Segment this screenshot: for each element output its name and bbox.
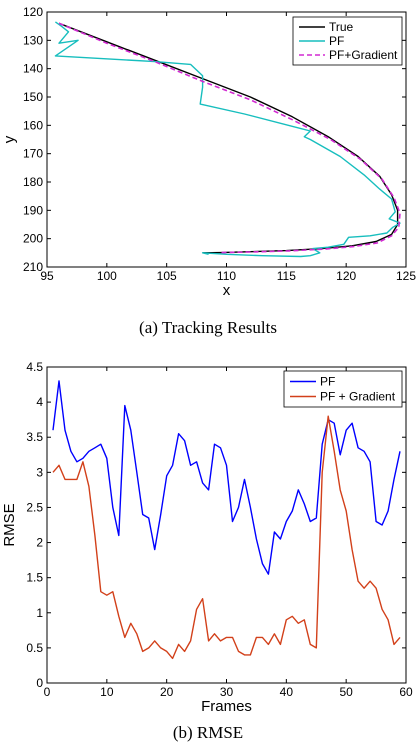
rmse-chart: 0 10 20 30 40 50 60 0 0.5 1 1.5 2 2.5 3 3.5 4 4.5 Frames… bbox=[1, 360, 413, 715]
rmse-y-tick-label: 1.5 bbox=[26, 571, 43, 585]
rmse-axes-frame bbox=[46, 366, 407, 684]
rmse-x-tick-label: 0 bbox=[44, 685, 51, 699]
tracking-y-tick-label: 180 bbox=[23, 175, 43, 189]
tracking-x-axis-label: x bbox=[223, 282, 231, 299]
rmse-x-tick-label: 40 bbox=[280, 685, 294, 699]
tracking-y-tick-label: 170 bbox=[23, 147, 43, 161]
tracking-x-tick-label: 110 bbox=[217, 269, 236, 283]
tracking-x-tick-label: 100 bbox=[97, 269, 117, 283]
caption-tracking-results: (a) Tracking Results bbox=[139, 318, 277, 337]
rmse-y-tick-label: 1 bbox=[36, 606, 43, 620]
tracking-y-tick-label: 200 bbox=[23, 232, 43, 246]
tracking-legend-label: PF bbox=[329, 34, 344, 48]
tracking-y-tick-label: 160 bbox=[23, 118, 43, 132]
rmse-x-tick-label: 20 bbox=[160, 685, 174, 699]
tracking-legend-label: True bbox=[329, 20, 354, 34]
rmse-legend-label: PF bbox=[320, 375, 335, 389]
tracking-y-tick-label: 210 bbox=[23, 260, 43, 274]
rmse-y-tick-label: 4 bbox=[36, 395, 43, 409]
rmse-y-tick-label: 2.5 bbox=[26, 500, 43, 514]
rmse-y-tick-label: 0.5 bbox=[26, 641, 43, 655]
rmse-y-axis-label: RMSE bbox=[1, 503, 18, 546]
rmse-plot-area bbox=[46, 366, 407, 684]
tracking-results-chart: 95 100 105 110 115 120 125 120 130 140 150 160 170 18… bbox=[1, 5, 416, 299]
caption-rmse: (b) RMSE bbox=[172, 723, 244, 742]
rmse-y-tick-label: 3.5 bbox=[26, 430, 43, 444]
tracking-x-tick-label: 125 bbox=[396, 269, 416, 283]
tracking-legend-label: PF+Gradient bbox=[329, 48, 398, 62]
tracking-y-tick-label: 190 bbox=[23, 203, 43, 217]
rmse-axis-ticks: 0 10 20 30 40 50 60 0 0.5 1 1.5 2 2.5 3 3.5 4 4.5 bbox=[26, 360, 413, 699]
rmse-y-tick-label: 2 bbox=[36, 536, 43, 550]
tracking-x-tick-label: 95 bbox=[40, 269, 54, 283]
tracking-y-axis-label: y bbox=[1, 135, 18, 143]
rmse-x-tick-label: 10 bbox=[100, 685, 114, 699]
rmse-legend-box bbox=[283, 370, 403, 408]
rmse-y-tick-label: 4.5 bbox=[26, 360, 43, 374]
tracking-y-tick-label: 140 bbox=[23, 62, 43, 76]
tracking-series-line-1 bbox=[58, 22, 399, 254]
tracking-x-tick-label: 105 bbox=[157, 269, 177, 283]
tracking-y-tick-label: 150 bbox=[23, 90, 43, 104]
rmse-y-tick-label: 0 bbox=[36, 676, 43, 690]
tracking-x-tick-label: 115 bbox=[277, 269, 296, 283]
rmse-legend-label: PF + Gradient bbox=[320, 390, 396, 404]
tracking-y-tick-label: 130 bbox=[23, 33, 43, 47]
rmse-x-tick-label: 50 bbox=[339, 685, 353, 699]
tracking-x-tick-label: 120 bbox=[336, 269, 356, 283]
rmse-series-line-1 bbox=[52, 380, 401, 575]
rmse-y-tick-label: 3 bbox=[36, 465, 43, 479]
rmse-series-line-2 bbox=[52, 415, 401, 660]
tracking-axis-ticks: 95 100 105 110 115 120 125 120 130 140 150 160 170 18… bbox=[23, 5, 416, 283]
rmse-x-tick-label: 60 bbox=[399, 685, 413, 699]
rmse-x-tick-label: 30 bbox=[220, 685, 234, 699]
tracking-series-line-2 bbox=[54, 21, 401, 258]
rmse-x-axis-label: Frames bbox=[201, 698, 252, 715]
tracking-y-tick-label: 120 bbox=[23, 5, 43, 19]
tracking-series-line-3 bbox=[58, 22, 401, 254]
